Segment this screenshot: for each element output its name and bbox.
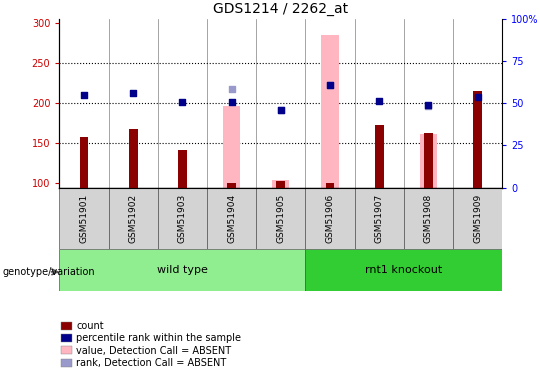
Bar [207,188,256,249]
Text: GSM51908: GSM51908 [424,194,433,243]
Bar [178,150,187,188]
Bar [223,105,240,188]
Point [375,98,383,104]
Point [80,92,89,98]
Bar [276,181,285,188]
Point [326,82,334,88]
Bar [453,188,502,249]
Bar [59,188,109,249]
Text: genotype/variation: genotype/variation [3,267,96,277]
Text: GSM51909: GSM51909 [473,194,482,243]
Bar [109,188,158,249]
Bar [355,188,404,249]
Bar [375,125,383,188]
Bar [256,188,306,249]
Bar [473,91,482,188]
Point [276,107,285,113]
Point [424,102,433,108]
Text: GSM51906: GSM51906 [326,194,334,243]
Text: GSM51901: GSM51901 [79,194,89,243]
Bar [79,137,89,188]
Legend: count, percentile rank within the sample, value, Detection Call = ABSENT, rank, : count, percentile rank within the sample… [59,319,244,370]
Text: wild type: wild type [157,265,208,275]
Title: GDS1214 / 2262_at: GDS1214 / 2262_at [213,2,348,16]
Text: GSM51904: GSM51904 [227,194,236,243]
Text: GSM51902: GSM51902 [129,194,138,243]
Point [276,107,285,113]
Bar [227,183,236,188]
Bar [321,35,339,188]
Point [424,102,433,108]
Text: GSM51903: GSM51903 [178,194,187,243]
Bar [424,133,433,188]
Text: GSM51907: GSM51907 [375,194,384,243]
Point [227,99,236,105]
Bar [306,249,502,291]
Bar [272,180,289,188]
Point [227,86,236,92]
Bar [326,183,334,188]
Text: GSM51905: GSM51905 [276,194,285,243]
Bar [306,188,355,249]
Bar [129,129,138,188]
Bar [420,134,437,188]
Point [178,99,187,105]
Point [129,90,138,96]
Point [473,94,482,100]
Bar [158,188,207,249]
Text: rnt1 knockout: rnt1 knockout [365,265,442,275]
Bar [59,249,306,291]
Bar [404,188,453,249]
Point [326,82,334,88]
